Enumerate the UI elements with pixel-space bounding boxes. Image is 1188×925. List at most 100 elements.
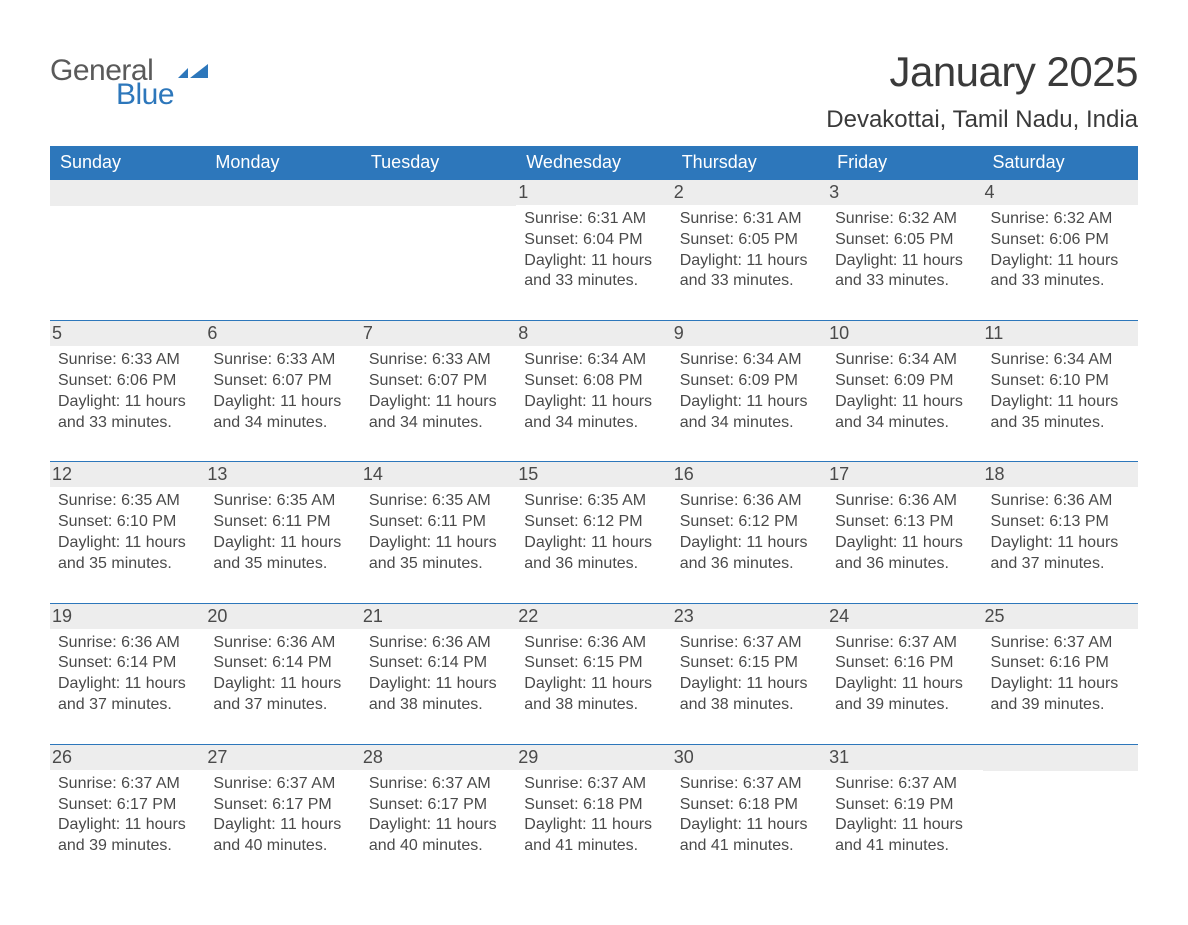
day-details: Sunrise: 6:36 AMSunset: 6:15 PMDaylight:… (524, 633, 663, 716)
day-details: Sunrise: 6:37 AMSunset: 6:18 PMDaylight:… (680, 774, 819, 857)
day-details: Sunrise: 6:36 AMSunset: 6:14 PMDaylight:… (369, 633, 508, 716)
day-details: Sunrise: 6:33 AMSunset: 6:07 PMDaylight:… (369, 350, 508, 433)
sunrise-line: Sunrise: 6:33 AM (213, 350, 352, 371)
sunrise-line: Sunrise: 6:35 AM (369, 491, 508, 512)
daylight-line: Daylight: 11 hours and 38 minutes. (524, 674, 663, 716)
day-details: Sunrise: 6:37 AMSunset: 6:16 PMDaylight:… (835, 633, 974, 716)
day-details: Sunrise: 6:37 AMSunset: 6:19 PMDaylight:… (835, 774, 974, 857)
weekday-header: Saturday (983, 146, 1138, 180)
daylight-line: Daylight: 11 hours and 37 minutes. (991, 533, 1130, 575)
sunrise-line: Sunrise: 6:35 AM (524, 491, 663, 512)
calendar-day-cell: 23Sunrise: 6:37 AMSunset: 6:15 PMDayligh… (672, 603, 827, 744)
daylight-line: Daylight: 11 hours and 39 minutes. (835, 674, 974, 716)
sunset-line: Sunset: 6:07 PM (369, 371, 508, 392)
daylight-line: Daylight: 11 hours and 35 minutes. (369, 533, 508, 575)
daylight-line: Daylight: 11 hours and 33 minutes. (835, 251, 974, 293)
calendar-empty-cell (361, 180, 516, 321)
sunset-line: Sunset: 6:07 PM (213, 371, 352, 392)
daylight-line: Daylight: 11 hours and 34 minutes. (213, 392, 352, 434)
sunrise-line: Sunrise: 6:36 AM (369, 633, 508, 654)
daylight-line: Daylight: 11 hours and 34 minutes. (835, 392, 974, 434)
title-block: January 2025 Devakottai, Tamil Nadu, Ind… (826, 48, 1138, 134)
day-number-bar: 18 (983, 462, 1138, 487)
day-number-bar: 31 (827, 745, 982, 770)
day-number-bar: 17 (827, 462, 982, 487)
sunset-line: Sunset: 6:13 PM (835, 512, 974, 533)
day-number-bar: 11 (983, 321, 1138, 346)
weekday-header: Sunday (50, 146, 205, 180)
sunset-line: Sunset: 6:17 PM (213, 795, 352, 816)
sunset-line: Sunset: 6:12 PM (524, 512, 663, 533)
calendar-day-cell: 8Sunrise: 6:34 AMSunset: 6:08 PMDaylight… (516, 321, 671, 462)
daylight-line: Daylight: 11 hours and 41 minutes. (680, 815, 819, 857)
day-number-bar: 12 (50, 462, 205, 487)
day-number-bar: 25 (983, 604, 1138, 629)
day-number-bar: 27 (205, 745, 360, 770)
day-details: Sunrise: 6:37 AMSunset: 6:17 PMDaylight:… (58, 774, 197, 857)
sunrise-line: Sunrise: 6:36 AM (58, 633, 197, 654)
day-number-bar: 6 (205, 321, 360, 346)
sunrise-line: Sunrise: 6:31 AM (524, 209, 663, 230)
weekday-header: Monday (205, 146, 360, 180)
daylight-line: Daylight: 11 hours and 34 minutes. (369, 392, 508, 434)
day-details: Sunrise: 6:32 AMSunset: 6:05 PMDaylight:… (835, 209, 974, 292)
calendar-day-cell: 29Sunrise: 6:37 AMSunset: 6:18 PMDayligh… (516, 744, 671, 885)
day-number-bar: 15 (516, 462, 671, 487)
day-details: Sunrise: 6:36 AMSunset: 6:13 PMDaylight:… (835, 491, 974, 574)
day-number-bar: 14 (361, 462, 516, 487)
daylight-line: Daylight: 11 hours and 36 minutes. (680, 533, 819, 575)
sunset-line: Sunset: 6:05 PM (680, 230, 819, 251)
calendar-day-cell: 15 Sunrise: 6:35 AMSunset: 6:12 PMDayligh… (516, 462, 671, 603)
daylight-line: Daylight: 11 hours and 33 minutes. (991, 251, 1130, 293)
daylight-line: Daylight: 11 hours and 34 minutes. (524, 392, 663, 434)
sunset-line: Sunset: 6:14 PM (213, 653, 352, 674)
sunrise-line: Sunrise: 6:32 AM (835, 209, 974, 230)
daylight-line: Daylight: 11 hours and 36 minutes. (524, 533, 663, 575)
calendar-day-cell: 25Sunrise: 6:37 AMSunset: 6:16 PMDayligh… (983, 603, 1138, 744)
sunrise-line: Sunrise: 6:36 AM (524, 633, 663, 654)
sunrise-line: Sunrise: 6:37 AM (524, 774, 663, 795)
sunrise-line: Sunrise: 6:36 AM (213, 633, 352, 654)
sunset-line: Sunset: 6:19 PM (835, 795, 974, 816)
sunset-line: Sunset: 6:17 PM (369, 795, 508, 816)
daylight-line: Daylight: 11 hours and 33 minutes. (58, 392, 197, 434)
day-details: Sunrise: 6:34 AMSunset: 6:09 PMDaylight:… (680, 350, 819, 433)
calendar-day-cell: 1Sunrise: 6:31 AMSunset: 6:04 PMDaylight… (516, 180, 671, 321)
day-number-bar: 21 (361, 604, 516, 629)
sunrise-line: Sunrise: 6:34 AM (680, 350, 819, 371)
day-details: Sunrise: 6:37 AMSunset: 6:18 PMDaylight:… (524, 774, 663, 857)
calendar-day-cell: 18Sunrise: 6:36 AMSunset: 6:13 PMDayligh… (983, 462, 1138, 603)
sunrise-line: Sunrise: 6:32 AM (991, 209, 1130, 230)
sunrise-line: Sunrise: 6:36 AM (835, 491, 974, 512)
calendar-day-cell: 30Sunrise: 6:37 AMSunset: 6:18 PMDayligh… (672, 744, 827, 885)
sunset-line: Sunset: 6:11 PM (213, 512, 352, 533)
calendar-day-cell: 9 Sunrise: 6:34 AMSunset: 6:09 PMDaylight… (672, 321, 827, 462)
daylight-line: Daylight: 11 hours and 37 minutes. (58, 674, 197, 716)
sunset-line: Sunset: 6:15 PM (680, 653, 819, 674)
calendar-day-cell: 22Sunrise: 6:36 AMSunset: 6:15 PMDayligh… (516, 603, 671, 744)
sunrise-line: Sunrise: 6:37 AM (835, 774, 974, 795)
day-details: Sunrise: 6:37 AMSunset: 6:15 PMDaylight:… (680, 633, 819, 716)
day-number-bar: 8 (516, 321, 671, 346)
day-details: Sunrise: 6:36 AMSunset: 6:14 PMDaylight:… (213, 633, 352, 716)
day-details: Sunrise: 6:37 AMSunset: 6:17 PMDaylight:… (213, 774, 352, 857)
calendar-week-row: 26Sunrise: 6:37 AMSunset: 6:17 PMDayligh… (50, 744, 1138, 885)
day-details: Sunrise: 6:37 AMSunset: 6:17 PMDaylight:… (369, 774, 508, 857)
calendar-day-cell: 2Sunrise: 6:31 AMSunset: 6:05 PMDaylight… (672, 180, 827, 321)
daylight-line: Daylight: 11 hours and 38 minutes. (680, 674, 819, 716)
daylight-line: Daylight: 11 hours and 35 minutes. (213, 533, 352, 575)
sunrise-line: Sunrise: 6:36 AM (680, 491, 819, 512)
day-number-bar: 9 (672, 321, 827, 346)
sunset-line: Sunset: 6:16 PM (991, 653, 1130, 674)
day-number-bar (361, 180, 516, 206)
daylight-line: Daylight: 11 hours and 33 minutes. (524, 251, 663, 293)
calendar-day-cell: 17 Sunrise: 6:36 AMSunset: 6:13 PMDayligh… (827, 462, 982, 603)
sunset-line: Sunset: 6:14 PM (58, 653, 197, 674)
sunset-line: Sunset: 6:09 PM (680, 371, 819, 392)
day-details: Sunrise: 6:31 AMSunset: 6:04 PMDaylight:… (524, 209, 663, 292)
day-number-bar: 28 (361, 745, 516, 770)
sunrise-line: Sunrise: 6:37 AM (213, 774, 352, 795)
calendar-day-cell: 7Sunrise: 6:33 AMSunset: 6:07 PMDaylight… (361, 321, 516, 462)
day-number-bar: 24 (827, 604, 982, 629)
sunset-line: Sunset: 6:06 PM (58, 371, 197, 392)
